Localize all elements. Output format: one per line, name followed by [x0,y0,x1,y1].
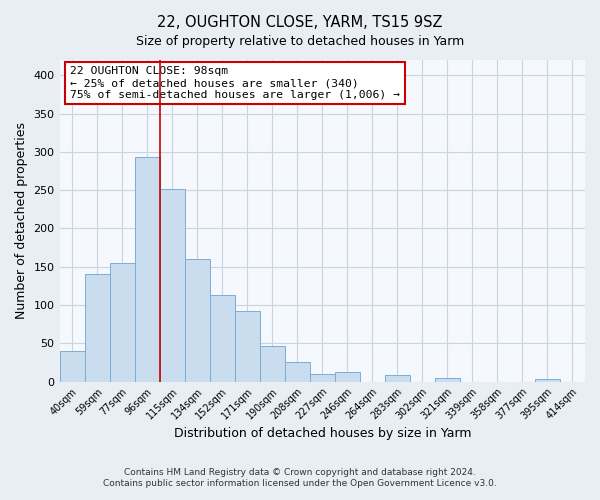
X-axis label: Distribution of detached houses by size in Yarm: Distribution of detached houses by size … [173,427,471,440]
Y-axis label: Number of detached properties: Number of detached properties [15,122,28,320]
Bar [209,295,235,382]
Bar [185,259,209,382]
Bar [160,190,185,382]
Bar [59,351,85,382]
Bar [285,362,310,382]
Text: 22, OUGHTON CLOSE, YARM, TS15 9SZ: 22, OUGHTON CLOSE, YARM, TS15 9SZ [157,15,443,30]
Bar [85,274,110,382]
Bar [235,311,260,382]
Bar [435,378,460,382]
Text: 22 OUGHTON CLOSE: 98sqm
← 25% of detached houses are smaller (340)
75% of semi-d: 22 OUGHTON CLOSE: 98sqm ← 25% of detache… [70,66,400,100]
Bar [335,372,360,382]
Bar [385,376,410,382]
Text: Size of property relative to detached houses in Yarm: Size of property relative to detached ho… [136,35,464,48]
Bar [134,157,160,382]
Bar [260,346,285,382]
Bar [310,374,335,382]
Bar [535,380,560,382]
Text: Contains HM Land Registry data © Crown copyright and database right 2024.
Contai: Contains HM Land Registry data © Crown c… [103,468,497,487]
Bar [110,263,134,382]
